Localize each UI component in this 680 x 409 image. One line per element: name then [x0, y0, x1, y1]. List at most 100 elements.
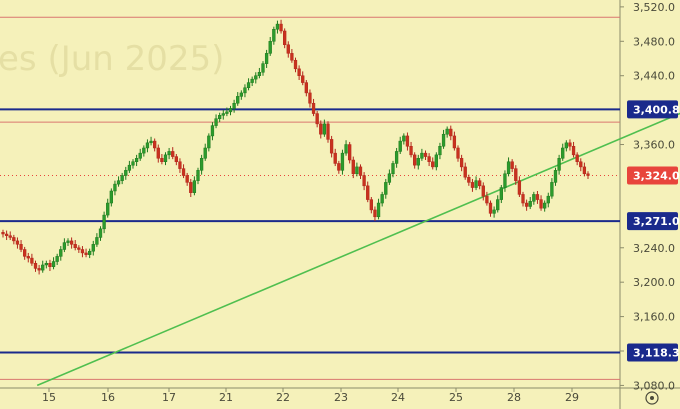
candle	[41, 264, 45, 271]
candle	[228, 108, 233, 113]
price-tick-label: 3,440.0	[633, 70, 675, 83]
level-badge-label: 3,118.3	[633, 346, 680, 359]
candle	[106, 202, 110, 216]
candle	[149, 140, 153, 144]
price-tick-label: 3,360.0	[633, 139, 675, 152]
candle	[145, 142, 150, 149]
candle	[69, 240, 74, 245]
candle	[196, 170, 200, 181]
candle	[225, 111, 229, 114]
candle	[506, 161, 511, 175]
candle	[189, 182, 193, 193]
candle	[380, 194, 384, 204]
price-tick-label: 3,160.0	[633, 311, 675, 324]
candle	[449, 128, 453, 137]
candle	[355, 166, 359, 175]
candle	[575, 154, 579, 162]
date-tick-label: 24	[391, 391, 405, 404]
candle	[48, 263, 52, 267]
candle	[192, 180, 197, 193]
candle	[116, 180, 121, 185]
price-tick-label: 3,480.0	[633, 35, 675, 48]
candle	[322, 123, 327, 135]
level-badge	[627, 100, 678, 119]
date-tick-label: 15	[42, 391, 56, 404]
level-badge	[627, 343, 678, 362]
candle	[561, 147, 565, 159]
candle	[62, 242, 67, 250]
candle	[210, 125, 215, 137]
price-ticks: 3,520.0 3,480.0 3,440.0 3,360.0 3,240.0 3,200…	[620, 1, 675, 392]
price-tick-label: 3,240.0	[633, 242, 675, 255]
candle	[290, 53, 294, 61]
candle	[413, 154, 417, 166]
candle	[337, 163, 341, 171]
candle	[438, 146, 442, 156]
candle	[185, 175, 189, 183]
candle	[239, 92, 243, 97]
level-badge-label: 3,271.0	[633, 215, 680, 228]
date-tick-label: 22	[276, 391, 290, 404]
candle	[474, 180, 478, 188]
candle	[351, 159, 355, 175]
candle	[373, 209, 377, 218]
candle	[553, 170, 558, 183]
candle	[441, 133, 446, 147]
candle	[127, 164, 132, 171]
candle	[254, 75, 258, 80]
candle	[261, 63, 265, 73]
candle	[199, 158, 204, 171]
candle	[376, 202, 381, 218]
candle	[257, 72, 262, 76]
price-tick-label: 3,520.0	[633, 1, 675, 14]
candle	[467, 176, 471, 183]
candle	[293, 59, 298, 70]
candle	[12, 237, 16, 242]
candle	[23, 249, 27, 257]
candle	[156, 147, 160, 159]
price-axis	[620, 0, 680, 409]
candle	[19, 244, 23, 250]
candle	[478, 180, 482, 187]
candle	[369, 199, 373, 211]
candle	[503, 173, 507, 188]
candle	[124, 170, 128, 176]
candle	[264, 53, 269, 64]
candle	[84, 252, 88, 255]
trendline[interactable]	[36, 110, 680, 387]
date-tick-label: 28	[507, 391, 521, 404]
candle	[218, 115, 222, 119]
candle	[181, 168, 186, 176]
candle	[30, 257, 34, 264]
candle	[297, 68, 301, 76]
candle	[423, 152, 428, 157]
candle	[246, 82, 251, 89]
candle	[499, 187, 503, 200]
candle	[1, 232, 5, 235]
candle	[272, 29, 276, 42]
candle	[98, 228, 103, 238]
candle	[207, 135, 211, 149]
candle	[77, 247, 81, 250]
price-badges: 3,400.8 3,271.0 3,118.3 3,324.0	[627, 100, 680, 362]
candle	[329, 139, 334, 154]
candlesticks	[1, 19, 590, 275]
candle	[37, 268, 41, 271]
candle	[109, 190, 113, 204]
candle	[485, 195, 489, 204]
candle	[138, 152, 142, 159]
candle	[131, 161, 135, 166]
gear-icon[interactable]	[645, 391, 659, 405]
trendline-layer	[36, 110, 680, 387]
candle	[95, 237, 99, 245]
candle	[496, 199, 500, 211]
settings-button[interactable]	[645, 391, 659, 405]
candle	[55, 256, 59, 262]
candle	[456, 147, 460, 159]
candle	[286, 44, 290, 54]
candle	[344, 144, 348, 154]
candle	[550, 182, 554, 197]
candle	[340, 152, 345, 171]
candle	[391, 163, 395, 175]
